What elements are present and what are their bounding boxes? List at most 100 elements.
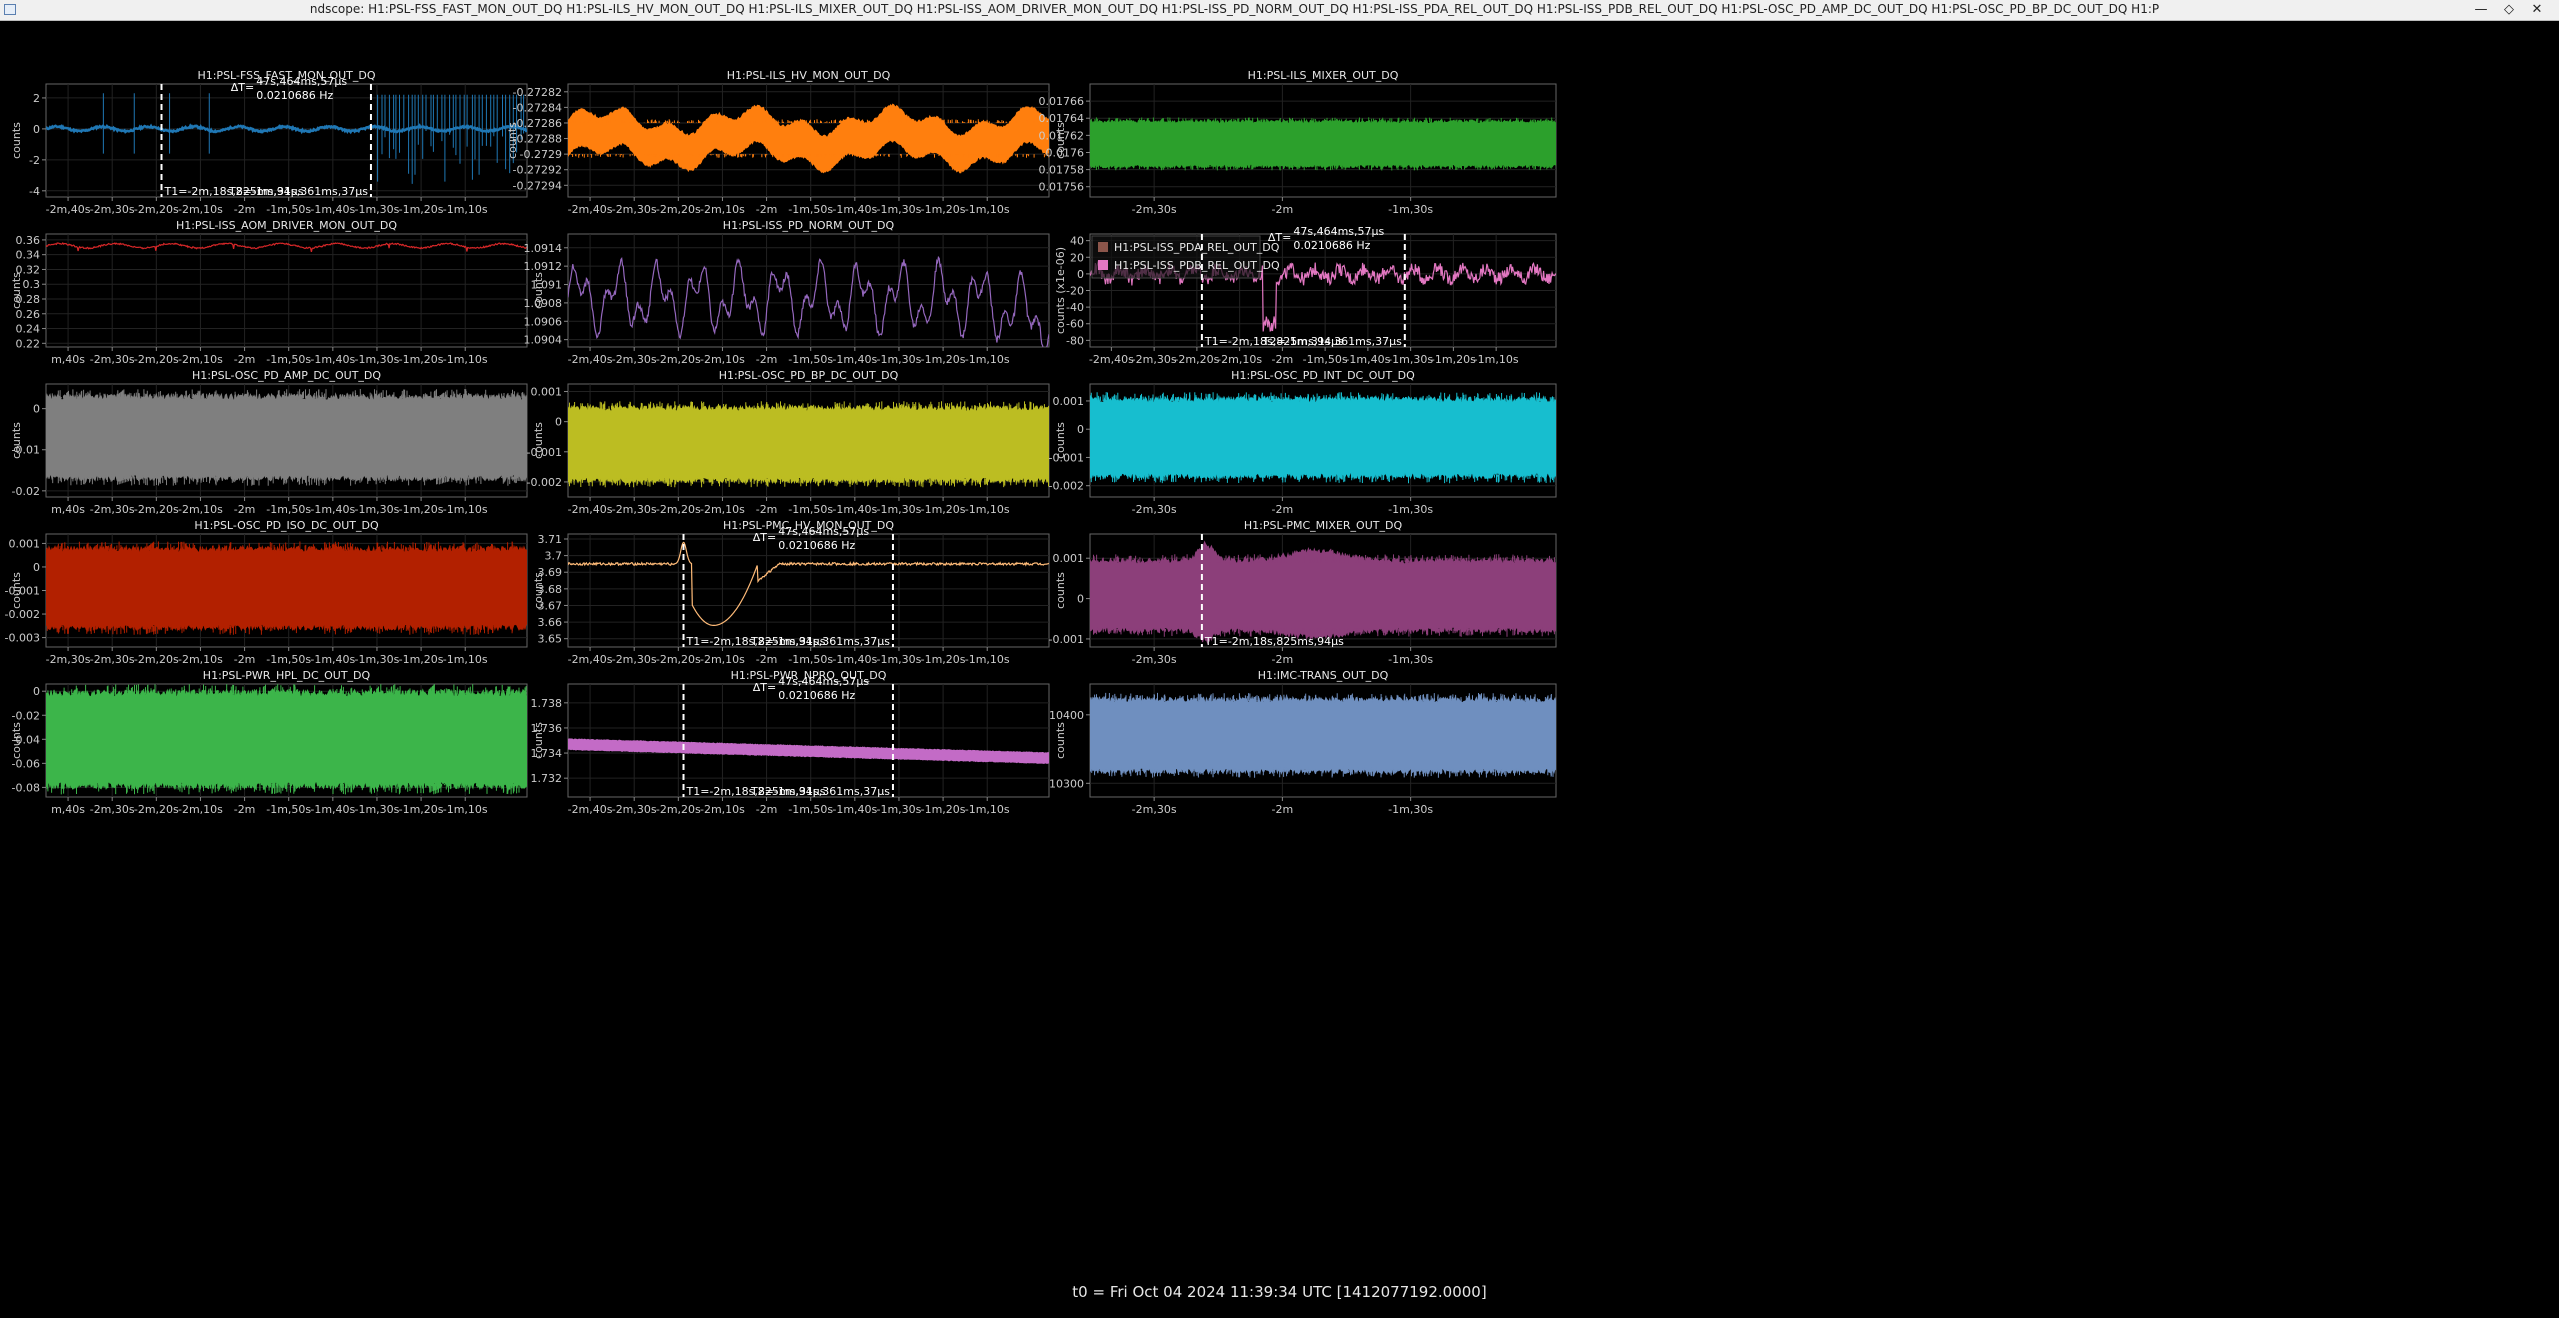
x-tick-label: -1m,20s <box>399 653 444 666</box>
trace-group <box>46 389 527 486</box>
plot-area[interactable] <box>45 233 528 348</box>
x-tick-label: -2m,30s <box>612 353 657 366</box>
y-tick-label: 3.66 <box>538 616 563 629</box>
y-tick-label: 0 <box>33 403 40 416</box>
scope-canvas[interactable]: H1:PSL-FSS_FAST_MON_OUT_DQ -2m,40s -2m,30s… <box>0 21 2559 1318</box>
x-tick-label: -2m <box>1272 653 1294 666</box>
x-tick-label: -1m,20s <box>399 803 444 816</box>
x-tick-label: -1m,40s <box>310 503 355 516</box>
x-tick-label: -2m,30s <box>612 803 657 816</box>
y-tick-label: 0.34 <box>16 249 41 262</box>
x-tick-label: -1m,20s <box>1431 353 1476 366</box>
plot-title: H1:PSL-PWR_NPRO_OUT_DQ <box>731 669 887 682</box>
plot-area[interactable] <box>567 683 1050 798</box>
x-tick-label: -2m,10s <box>700 803 745 816</box>
x-tick-label: -1m,10s <box>443 203 488 216</box>
y-tick-label: 1.738 <box>531 697 563 710</box>
x-tick-label: -2m,40s <box>568 203 613 216</box>
plot-area[interactable] <box>1089 383 1557 498</box>
y-tick-label: 0.22 <box>16 337 41 350</box>
x-tick-label: -1m,50s <box>266 503 311 516</box>
signal-trace <box>568 738 1049 765</box>
trace-group <box>1090 260 1556 332</box>
legend-label: H1:PSL-ISS_PDA_REL_OUT_DQ <box>1114 241 1280 254</box>
y-tick-label: -0.04 <box>12 733 40 746</box>
x-tick-label: -1m,10s <box>965 803 1010 816</box>
y-tick-label: -40 <box>1066 301 1084 314</box>
y-tick-label: 0 <box>1077 593 1084 606</box>
delta-t-value: 47s,464ms,57μs <box>778 525 869 538</box>
plot-area[interactable] <box>1089 233 1557 348</box>
y-tick-label: 0.36 <box>16 234 41 247</box>
plot-pwr-npro: H1:PSL-PWR_NPRO_OUT_DQ-2m,40s -2m,30s -2m,… <box>531 669 1050 816</box>
y-tick-label: 3.65 <box>538 633 563 646</box>
plot-area[interactable] <box>567 383 1050 498</box>
x-tick-label: -2m,10s <box>700 503 745 516</box>
y-tick-label: 0.001 <box>1053 395 1085 408</box>
plot-area[interactable] <box>1089 83 1557 198</box>
y-tick-label: -20 <box>1066 285 1084 298</box>
plot-area[interactable] <box>1089 683 1557 798</box>
x-tick-label: -2m,30s <box>1132 203 1177 216</box>
x-tick-label: -2m,10s <box>178 503 223 516</box>
signal-spikes <box>102 93 525 184</box>
cursor-t1-label: T1=-2m,18s,825ms,94μs <box>1204 635 1344 648</box>
x-tick-label: -1m,30s <box>877 503 922 516</box>
y-axis-label: counts <box>10 422 23 459</box>
x-tick-label: -1m,30s <box>1388 353 1433 366</box>
y-tick-label: 2 <box>33 92 40 105</box>
plot-area[interactable] <box>567 83 1050 198</box>
plot-area[interactable] <box>1089 533 1557 648</box>
x-tick-label: -2m <box>756 203 778 216</box>
x-tick-label: -2m <box>1272 203 1294 216</box>
plot-area[interactable] <box>45 533 528 648</box>
plot-area[interactable] <box>45 683 528 798</box>
x-tick-label: -2m,30s <box>1132 353 1177 366</box>
x-tick-label: -1m,20s <box>921 353 966 366</box>
x-tick-label: -2m,20s <box>134 203 179 216</box>
plot-area[interactable] <box>567 233 1050 348</box>
x-tick-label: -1m,10s <box>443 653 488 666</box>
x-tick-label: -2m,30s <box>1132 653 1177 666</box>
y-tick-label: -60 <box>1066 318 1084 331</box>
plot-title: H1:PSL-PWR_HPL_DC_OUT_DQ <box>203 669 371 682</box>
legend-swatch <box>1098 260 1108 270</box>
plot-area[interactable] <box>45 383 528 498</box>
x-tick-label: -1m,40s <box>310 353 355 366</box>
x-tick-label: -1m,10s <box>443 353 488 366</box>
x-tick-label: -2m,20s <box>134 803 179 816</box>
x-tick-label: -1m,30s <box>355 803 400 816</box>
signal-trace <box>1090 540 1556 645</box>
x-tick-label: -1m,30s <box>1388 803 1433 816</box>
y-tick-label: 0 <box>33 123 40 136</box>
trace-group <box>46 93 527 184</box>
y-tick-label: -0.27286 <box>513 117 562 130</box>
minimize-icon[interactable]: — <box>2474 2 2488 17</box>
y-tick-label: -0.27284 <box>513 101 562 114</box>
signal-trace <box>46 123 527 135</box>
x-tick-label: -2m,20s <box>656 353 701 366</box>
x-tick-label: -2m,10s <box>700 653 745 666</box>
x-tick-label: -2m <box>234 503 256 516</box>
x-tick-label: -1m,40s <box>832 653 877 666</box>
x-tick-label: -2m,20s <box>656 203 701 216</box>
y-tick-label: 3.68 <box>538 583 563 596</box>
close-icon[interactable]: ✕ <box>2531 2 2543 17</box>
plot-pwr-hpl-dc: H1:PSL-PWR_HPL_DC_OUT_DQm,40s -2m,30s -2m,… <box>10 669 528 816</box>
x-tick-label: -2m,30s <box>90 503 135 516</box>
y-tick-label: 10300 <box>1049 777 1084 790</box>
x-tick-label: -1m,40s <box>832 803 877 816</box>
x-tick-label: -1m,40s <box>832 353 877 366</box>
plot-area[interactable] <box>45 83 528 198</box>
plot-area[interactable] <box>567 533 1050 648</box>
plot-title: H1:PSL-ISS_PD_NORM_OUT_DQ <box>723 219 895 232</box>
x-tick-label: -2m,10s <box>700 203 745 216</box>
signal-trace <box>568 404 1049 485</box>
x-tick-label: -2m <box>1272 503 1294 516</box>
signal-noise <box>1090 392 1555 484</box>
maximize-icon[interactable]: ◇ <box>2504 2 2514 17</box>
trace-group <box>568 738 1049 765</box>
trace-group <box>46 684 527 795</box>
x-tick-label: -2m <box>234 653 256 666</box>
plot-title: H1:IMC-TRANS_OUT_DQ <box>1258 669 1389 682</box>
